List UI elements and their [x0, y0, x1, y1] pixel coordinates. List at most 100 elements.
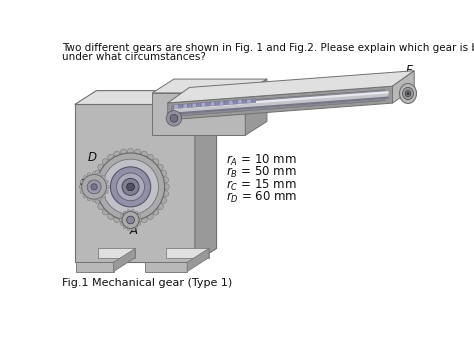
Circle shape	[104, 190, 108, 194]
Circle shape	[102, 159, 109, 165]
Circle shape	[110, 167, 151, 207]
Circle shape	[87, 173, 91, 177]
Circle shape	[83, 194, 87, 198]
Polygon shape	[113, 248, 135, 271]
Circle shape	[104, 180, 108, 184]
Circle shape	[122, 212, 139, 228]
Circle shape	[153, 159, 159, 165]
Polygon shape	[76, 262, 113, 271]
Circle shape	[135, 149, 141, 155]
Circle shape	[103, 159, 158, 215]
Polygon shape	[174, 96, 389, 115]
Circle shape	[137, 214, 140, 217]
Text: $r_A$ = 10 mm: $r_A$ = 10 mm	[226, 153, 297, 168]
Circle shape	[157, 164, 163, 170]
Circle shape	[123, 226, 126, 229]
Circle shape	[101, 194, 105, 198]
Circle shape	[163, 184, 169, 190]
Circle shape	[92, 198, 96, 202]
Polygon shape	[197, 103, 201, 107]
Polygon shape	[201, 102, 206, 107]
Circle shape	[101, 176, 105, 179]
Circle shape	[80, 180, 84, 184]
Circle shape	[137, 222, 140, 225]
Polygon shape	[245, 79, 267, 135]
Circle shape	[123, 211, 126, 214]
Text: $r_B$ = 50 mm: $r_B$ = 50 mm	[226, 165, 297, 180]
Circle shape	[147, 154, 154, 161]
Circle shape	[163, 177, 169, 183]
Circle shape	[105, 185, 109, 189]
Circle shape	[108, 154, 114, 161]
Circle shape	[131, 227, 134, 231]
Polygon shape	[166, 248, 209, 258]
Polygon shape	[251, 99, 255, 103]
Circle shape	[92, 191, 99, 197]
Polygon shape	[145, 262, 187, 271]
Circle shape	[166, 111, 182, 126]
Text: E: E	[181, 107, 189, 120]
Circle shape	[147, 213, 154, 219]
Circle shape	[138, 218, 141, 221]
Polygon shape	[174, 91, 389, 115]
Text: $r_C$ = 15 mm: $r_C$ = 15 mm	[226, 178, 297, 193]
Circle shape	[91, 184, 97, 190]
Circle shape	[92, 172, 96, 176]
Polygon shape	[247, 99, 251, 103]
Circle shape	[97, 197, 101, 201]
Circle shape	[120, 149, 127, 155]
Circle shape	[135, 226, 138, 229]
Text: F: F	[406, 64, 413, 77]
Text: B: B	[144, 190, 152, 202]
Polygon shape	[210, 102, 215, 106]
Ellipse shape	[407, 92, 409, 95]
Text: under what circumstances?: under what circumstances?	[63, 52, 206, 62]
Circle shape	[157, 203, 163, 210]
Circle shape	[120, 219, 127, 225]
Circle shape	[87, 180, 101, 194]
Circle shape	[108, 213, 114, 219]
Circle shape	[131, 210, 134, 213]
Circle shape	[163, 191, 169, 197]
Circle shape	[128, 219, 134, 225]
Circle shape	[141, 151, 147, 157]
Circle shape	[135, 219, 141, 225]
Polygon shape	[179, 104, 183, 108]
Polygon shape	[183, 104, 187, 108]
Circle shape	[153, 209, 159, 215]
Circle shape	[94, 170, 100, 176]
Polygon shape	[238, 100, 242, 104]
Polygon shape	[168, 86, 392, 120]
Circle shape	[135, 211, 138, 214]
Polygon shape	[75, 104, 195, 262]
Polygon shape	[206, 102, 210, 106]
Polygon shape	[152, 93, 245, 135]
Text: Two different gears are shown in Fig. 1 and Fig.2. Please explain which gear is : Two different gears are shown in Fig. 1 …	[63, 43, 474, 53]
Polygon shape	[172, 90, 385, 117]
Polygon shape	[75, 91, 217, 104]
Polygon shape	[215, 101, 219, 106]
Circle shape	[127, 183, 135, 191]
Polygon shape	[392, 71, 414, 103]
Circle shape	[83, 176, 87, 179]
Circle shape	[92, 177, 99, 183]
Circle shape	[122, 178, 139, 195]
Circle shape	[141, 217, 147, 223]
Polygon shape	[98, 248, 135, 258]
Text: $r_D$ = 60 mm: $r_D$ = 60 mm	[226, 190, 297, 205]
Circle shape	[127, 216, 135, 224]
Circle shape	[127, 210, 130, 213]
Polygon shape	[168, 71, 414, 103]
Circle shape	[120, 218, 123, 221]
Polygon shape	[233, 100, 237, 104]
Ellipse shape	[402, 87, 413, 100]
Polygon shape	[174, 104, 178, 109]
Circle shape	[114, 217, 120, 223]
Circle shape	[94, 197, 100, 203]
Polygon shape	[219, 101, 224, 105]
Circle shape	[120, 222, 124, 225]
Circle shape	[98, 203, 104, 210]
Circle shape	[160, 197, 166, 203]
Text: Fig.1 Mechanical gear (Type 1): Fig.1 Mechanical gear (Type 1)	[63, 279, 233, 289]
Circle shape	[160, 170, 166, 176]
